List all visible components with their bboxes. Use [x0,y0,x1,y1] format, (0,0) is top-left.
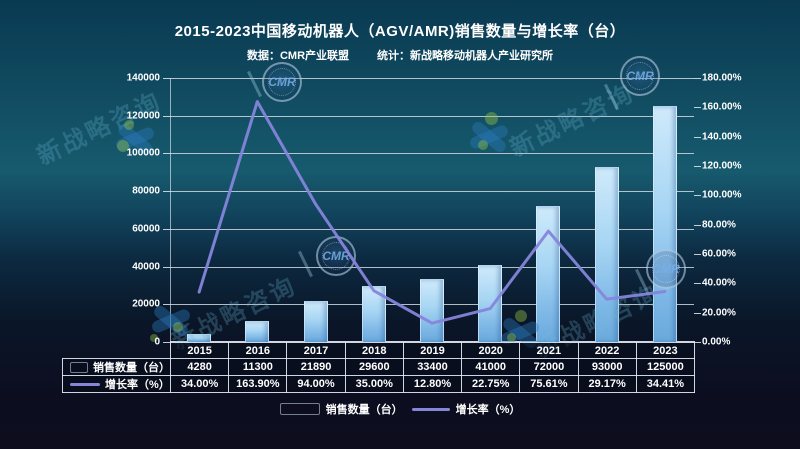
table-row-header: 销售数量（台） [62,358,171,376]
table-year-cell: 2019 [402,342,463,359]
legend-item-growth: 增长率（%） [411,401,521,417]
line-swatch-icon [411,407,450,411]
line-swatch-icon [70,382,100,386]
row-header-label: 销售数量（台） [93,362,170,374]
right-axis-tick-label: 160.00% [702,101,742,113]
left-axis-tick [163,304,170,306]
left-axis-tick-label: 80000 [132,185,160,197]
left-axis-tick-label: 100000 [126,147,160,159]
right-axis-tick-label: 100.00% [702,189,742,201]
sales-bar [187,333,212,342]
right-axis-tick-label: 180.00% [702,72,742,84]
table-corner-cell [63,343,171,359]
chart-subtitle: 数据：CMR产业联盟 统计：新战略移动机器人产业研究所 [0,47,800,63]
gridline [170,78,694,79]
table-year-cell: 2018 [344,342,404,359]
table-value-cell: 11300 [228,358,288,376]
right-axis-tick-label: 60.00% [702,248,736,260]
left-axis-tick-label: 0 [154,336,160,348]
table-value-cell: 163.90% [228,375,288,393]
left-axis-tick [163,228,170,230]
left-axis-tick [163,266,170,268]
right-axis-tick-label: 0.00% [702,336,731,348]
table-value-cell: 12.80% [402,375,463,393]
table-year-cell: 2016 [228,342,288,359]
subtitle-data-source: 数据：CMR产业联盟 [246,50,350,62]
y-axis-line [170,78,171,342]
left-axis-tick [163,191,170,193]
table-value-cell: 21890 [286,358,346,376]
chart-header: 2015-2023中国移动机器人（AGV/AMR)销售数量与增长率（台） 数据：… [0,0,800,63]
table-value-cell: 34.41% [635,375,696,393]
table-value-cell: 29.17% [577,375,637,393]
right-axis-tick [694,107,701,109]
right-axis-tick [694,78,701,79]
right-axis-tick-label: 140.00% [702,131,742,143]
left-axis-tick-label: 120000 [126,110,160,122]
right-axis-tick [694,342,701,343]
right-axis-tick [694,195,701,197]
table-value-cell: 93000 [577,358,637,376]
table-value-cell: 29600 [344,358,404,376]
table-value-cell: 125000 [635,358,696,376]
right-axis-tick-label: 80.00% [702,219,736,231]
table-year-cell: 2015 [169,342,230,359]
right-axis-tick [694,166,701,167]
right-axis-tick [694,136,701,138]
left-axis-tick [163,342,170,343]
right-axis-tick-label: 40.00% [702,277,736,289]
table-row-header: 增长率（%） [62,375,171,393]
data-table: 2015 2016 2017 2018 2019 2020 2021 2022 2023 销售数量… [62,342,696,393]
subtitle-statistics: 统计：新战略移动机器人产业研究所 [377,50,554,62]
table-value-cell: 33400 [402,358,463,376]
right-axis-tick [694,224,701,226]
row-header-label: 增长率（%） [105,379,170,391]
right-axis-tick [694,312,701,314]
legend-item-sales: 销售数量（台） [279,401,403,417]
right-axis-tick [694,283,701,285]
chart-title: 2015-2023中国移动机器人（AGV/AMR)销售数量与增长率（台） [174,23,626,40]
table-year-cell: 2021 [519,342,579,359]
left-axis-tick [163,153,170,155]
left-axis-tick-label: 60000 [132,223,160,235]
table-year-cell: 2017 [286,342,346,359]
table-year-cell: 2020 [461,342,521,359]
table-value-cell: 4280 [169,358,230,376]
left-axis-tick-label: 140000 [126,72,160,84]
table-value-cell: 35.00% [344,375,404,393]
table-value-cell: 22.75% [461,375,521,393]
table-value-cell: 75.61% [519,375,579,393]
legend-label-sales: 销售数量（台） [325,404,403,416]
left-axis-tick-label: 40000 [132,261,160,273]
table-value-cell: 34.00% [169,375,230,393]
table-year-cell: 2022 [577,342,637,359]
table-year-cell: 2023 [635,342,696,359]
bar-swatch-icon [70,361,88,373]
legend-label-growth: 增长率（%） [455,404,521,416]
table-value-cell: 94.00% [286,375,346,393]
legend: 销售数量（台） 增长率（%） [0,401,800,417]
left-axis-tick-label: 20000 [132,298,160,310]
bar-swatch-icon [279,403,320,415]
right-axis-tick-label: 120.00% [702,160,742,172]
table-value-cell: 41000 [461,358,521,376]
left-axis-tick [163,78,170,79]
left-axis-tick [163,115,170,117]
right-axis-tick-label: 20.00% [702,307,736,319]
right-axis-tick [694,254,701,255]
table-value-cell: 72000 [519,358,579,376]
